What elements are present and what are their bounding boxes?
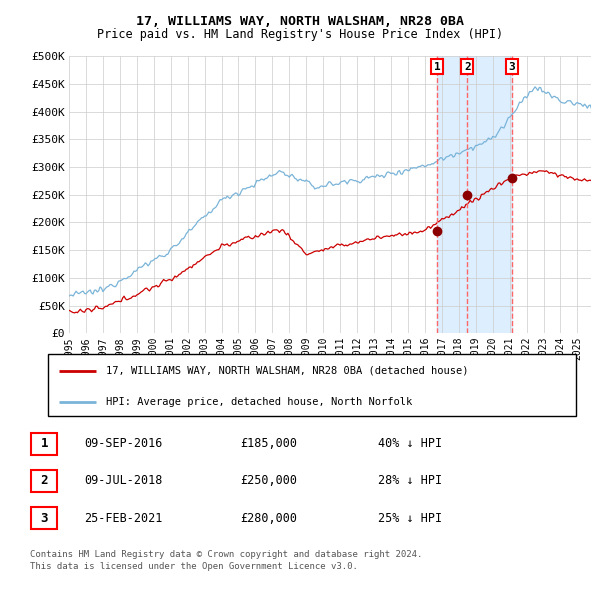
Text: 25% ↓ HPI: 25% ↓ HPI xyxy=(378,512,442,525)
Text: 3: 3 xyxy=(41,512,48,525)
FancyBboxPatch shape xyxy=(48,354,576,416)
FancyBboxPatch shape xyxy=(31,432,58,455)
Text: 40% ↓ HPI: 40% ↓ HPI xyxy=(378,437,442,450)
Bar xyxy=(437,56,512,333)
Text: 2: 2 xyxy=(464,61,470,71)
Text: 3: 3 xyxy=(508,61,515,71)
Text: 2: 2 xyxy=(41,474,48,487)
Text: 17, WILLIAMS WAY, NORTH WALSHAM, NR28 0BA (detached house): 17, WILLIAMS WAY, NORTH WALSHAM, NR28 0B… xyxy=(106,366,469,376)
Text: Price paid vs. HM Land Registry's House Price Index (HPI): Price paid vs. HM Land Registry's House … xyxy=(97,28,503,41)
Text: £250,000: £250,000 xyxy=(240,474,297,487)
Text: 25-FEB-2021: 25-FEB-2021 xyxy=(84,512,163,525)
Text: This data is licensed under the Open Government Licence v3.0.: This data is licensed under the Open Gov… xyxy=(30,562,358,571)
Text: HPI: Average price, detached house, North Norfolk: HPI: Average price, detached house, Nort… xyxy=(106,397,412,407)
Text: £280,000: £280,000 xyxy=(240,512,297,525)
Text: 09-JUL-2018: 09-JUL-2018 xyxy=(84,474,163,487)
Text: 1: 1 xyxy=(434,61,440,71)
Text: 17, WILLIAMS WAY, NORTH WALSHAM, NR28 0BA: 17, WILLIAMS WAY, NORTH WALSHAM, NR28 0B… xyxy=(136,15,464,28)
Text: 28% ↓ HPI: 28% ↓ HPI xyxy=(378,474,442,487)
Text: £185,000: £185,000 xyxy=(240,437,297,450)
Text: 1: 1 xyxy=(41,437,48,450)
FancyBboxPatch shape xyxy=(31,507,58,529)
Text: 09-SEP-2016: 09-SEP-2016 xyxy=(84,437,163,450)
Text: Contains HM Land Registry data © Crown copyright and database right 2024.: Contains HM Land Registry data © Crown c… xyxy=(30,550,422,559)
FancyBboxPatch shape xyxy=(31,470,58,492)
